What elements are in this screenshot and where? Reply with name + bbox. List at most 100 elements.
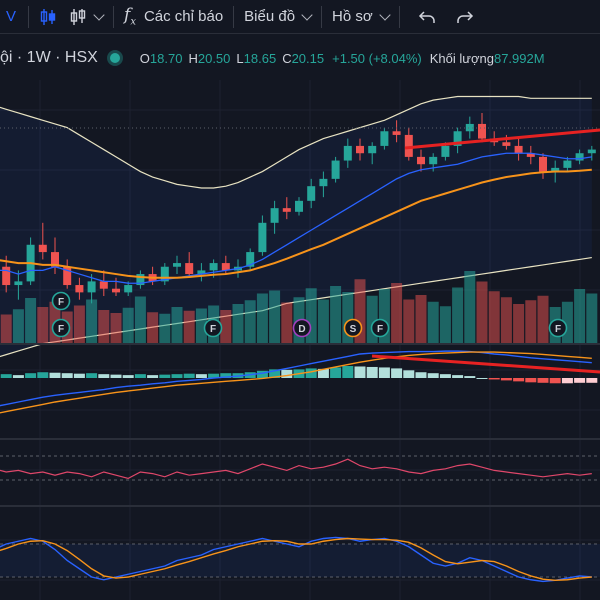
candle-body[interactable]: [563, 160, 572, 168]
candle-body[interactable]: [63, 266, 72, 286]
open-key: O: [139, 50, 150, 66]
candle-body[interactable]: [209, 263, 218, 271]
open-value: 18.70: [149, 50, 183, 66]
candle-body[interactable]: [51, 252, 59, 267]
candle-body[interactable]: [429, 156, 438, 165]
candle-body[interactable]: [173, 263, 181, 267]
candle-body[interactable]: [2, 266, 11, 286]
candle-body[interactable]: [356, 145, 364, 154]
volume-bar: [220, 310, 232, 343]
candle-body[interactable]: [221, 263, 230, 271]
close-key: C: [282, 50, 292, 66]
macd-histogram-bar: [98, 374, 110, 378]
candle-body[interactable]: [478, 123, 486, 139]
volume-bar: [183, 310, 195, 343]
fundamental-marker-badge[interactable]: [548, 318, 568, 338]
stoch-d-line: [0, 537, 592, 582]
candle-body[interactable]: [160, 266, 169, 282]
macd-histogram-bar: [147, 375, 159, 378]
profile-menu-button[interactable]: Hồ sơ: [326, 0, 395, 34]
undo-button[interactable]: [404, 0, 448, 34]
macd-histogram-bar: [134, 374, 146, 378]
candle-body[interactable]: [539, 156, 547, 172]
candle-body[interactable]: [368, 145, 377, 154]
candle-body[interactable]: [295, 200, 303, 212]
volume-bar: [586, 293, 598, 343]
pane-divider[interactable]: [0, 505, 600, 507]
fundamental-marker-badge[interactable]: [370, 318, 390, 338]
candle-body[interactable]: [526, 153, 535, 157]
indicators-button[interactable]: fx Các chỉ báo: [118, 0, 229, 34]
candle-body[interactable]: [404, 134, 413, 157]
symbol-search-button[interactable]: V: [0, 0, 24, 34]
candle-body[interactable]: [514, 145, 523, 154]
candle-body[interactable]: [331, 160, 340, 179]
candle-body[interactable]: [124, 285, 133, 293]
macd-histogram-bar: [171, 374, 183, 378]
split-marker-badge[interactable]: [343, 318, 363, 338]
macd-histogram-bar: [220, 373, 232, 378]
macd-histogram-bar: [537, 378, 549, 383]
candle-body[interactable]: [307, 186, 316, 201]
volume-bar: [561, 301, 573, 343]
fundamental-marker-badge[interactable]: [203, 318, 223, 338]
macd-histogram-bar: [378, 367, 390, 378]
low-key: L: [236, 50, 244, 66]
toolbar-divider: [233, 5, 235, 28]
indicators-label: Các chỉ báo: [143, 8, 224, 25]
candle-body[interactable]: [441, 145, 450, 157]
symbol-interval-exchange[interactable]: ội · 1W · HSX: [0, 49, 98, 66]
macd-histogram-bar: [12, 375, 24, 378]
fundamental-marker-badge[interactable]: [51, 318, 71, 338]
pane-divider[interactable]: [0, 438, 600, 440]
candle-body[interactable]: [380, 131, 389, 146]
macd-histogram-bar: [73, 373, 85, 378]
candles-icon: [40, 8, 56, 25]
candle-body[interactable]: [465, 123, 474, 132]
candle-body[interactable]: [270, 208, 279, 223]
candle-body[interactable]: [575, 153, 584, 161]
candle-body[interactable]: [417, 156, 425, 165]
volume-bar: [500, 297, 512, 343]
redo-button[interactable]: [448, 0, 482, 34]
fundamental-marker-badge[interactable]: [51, 291, 71, 311]
macd-histogram-bar: [525, 378, 537, 383]
candle-body[interactable]: [99, 281, 108, 289]
macd-histogram-bar: [25, 373, 37, 378]
candle-body[interactable]: [258, 222, 267, 253]
candle-body[interactable]: [392, 131, 401, 135]
candle-body[interactable]: [246, 252, 255, 267]
chart-menu-button[interactable]: Biểu đồ: [238, 0, 317, 34]
candle-body[interactable]: [38, 244, 47, 253]
candle-body[interactable]: [502, 142, 511, 146]
candle-body[interactable]: [453, 131, 462, 146]
candles-interval-button[interactable]: [33, 0, 63, 34]
candle-body[interactable]: [197, 270, 206, 275]
volume-bar: [525, 300, 537, 343]
chart-type-button[interactable]: [63, 0, 109, 34]
volume-bar: [439, 306, 451, 343]
fundamental-marker-label: F: [210, 324, 216, 335]
pane-divider[interactable]: [0, 343, 600, 345]
candle-body[interactable]: [551, 167, 560, 172]
macd-histogram-bar: [49, 372, 61, 378]
chevron-left-cut-icon: V: [6, 8, 17, 25]
candle-body[interactable]: [185, 263, 194, 275]
candle-body[interactable]: [587, 149, 596, 154]
candle-body[interactable]: [282, 208, 291, 212]
price-trendline[interactable]: [404, 128, 600, 150]
volume-bar: [415, 295, 427, 343]
dividend-marker-badge[interactable]: [292, 318, 312, 338]
macd-trendline[interactable]: [371, 354, 600, 374]
macd-histogram-bar: [110, 374, 122, 378]
market-status-dot[interactable]: [109, 53, 120, 63]
candle-body[interactable]: [112, 288, 120, 293]
volume-bar: [195, 308, 207, 343]
candle-body[interactable]: [319, 178, 328, 187]
candle-body[interactable]: [87, 281, 96, 293]
candle-body[interactable]: [75, 285, 84, 293]
candle-body[interactable]: [136, 274, 145, 286]
candle-body[interactable]: [14, 281, 23, 286]
candle-body[interactable]: [343, 145, 352, 161]
